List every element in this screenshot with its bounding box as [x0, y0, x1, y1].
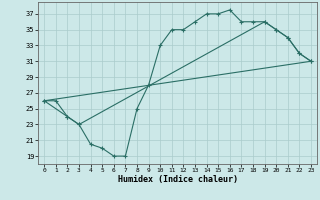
X-axis label: Humidex (Indice chaleur): Humidex (Indice chaleur) [118, 175, 238, 184]
